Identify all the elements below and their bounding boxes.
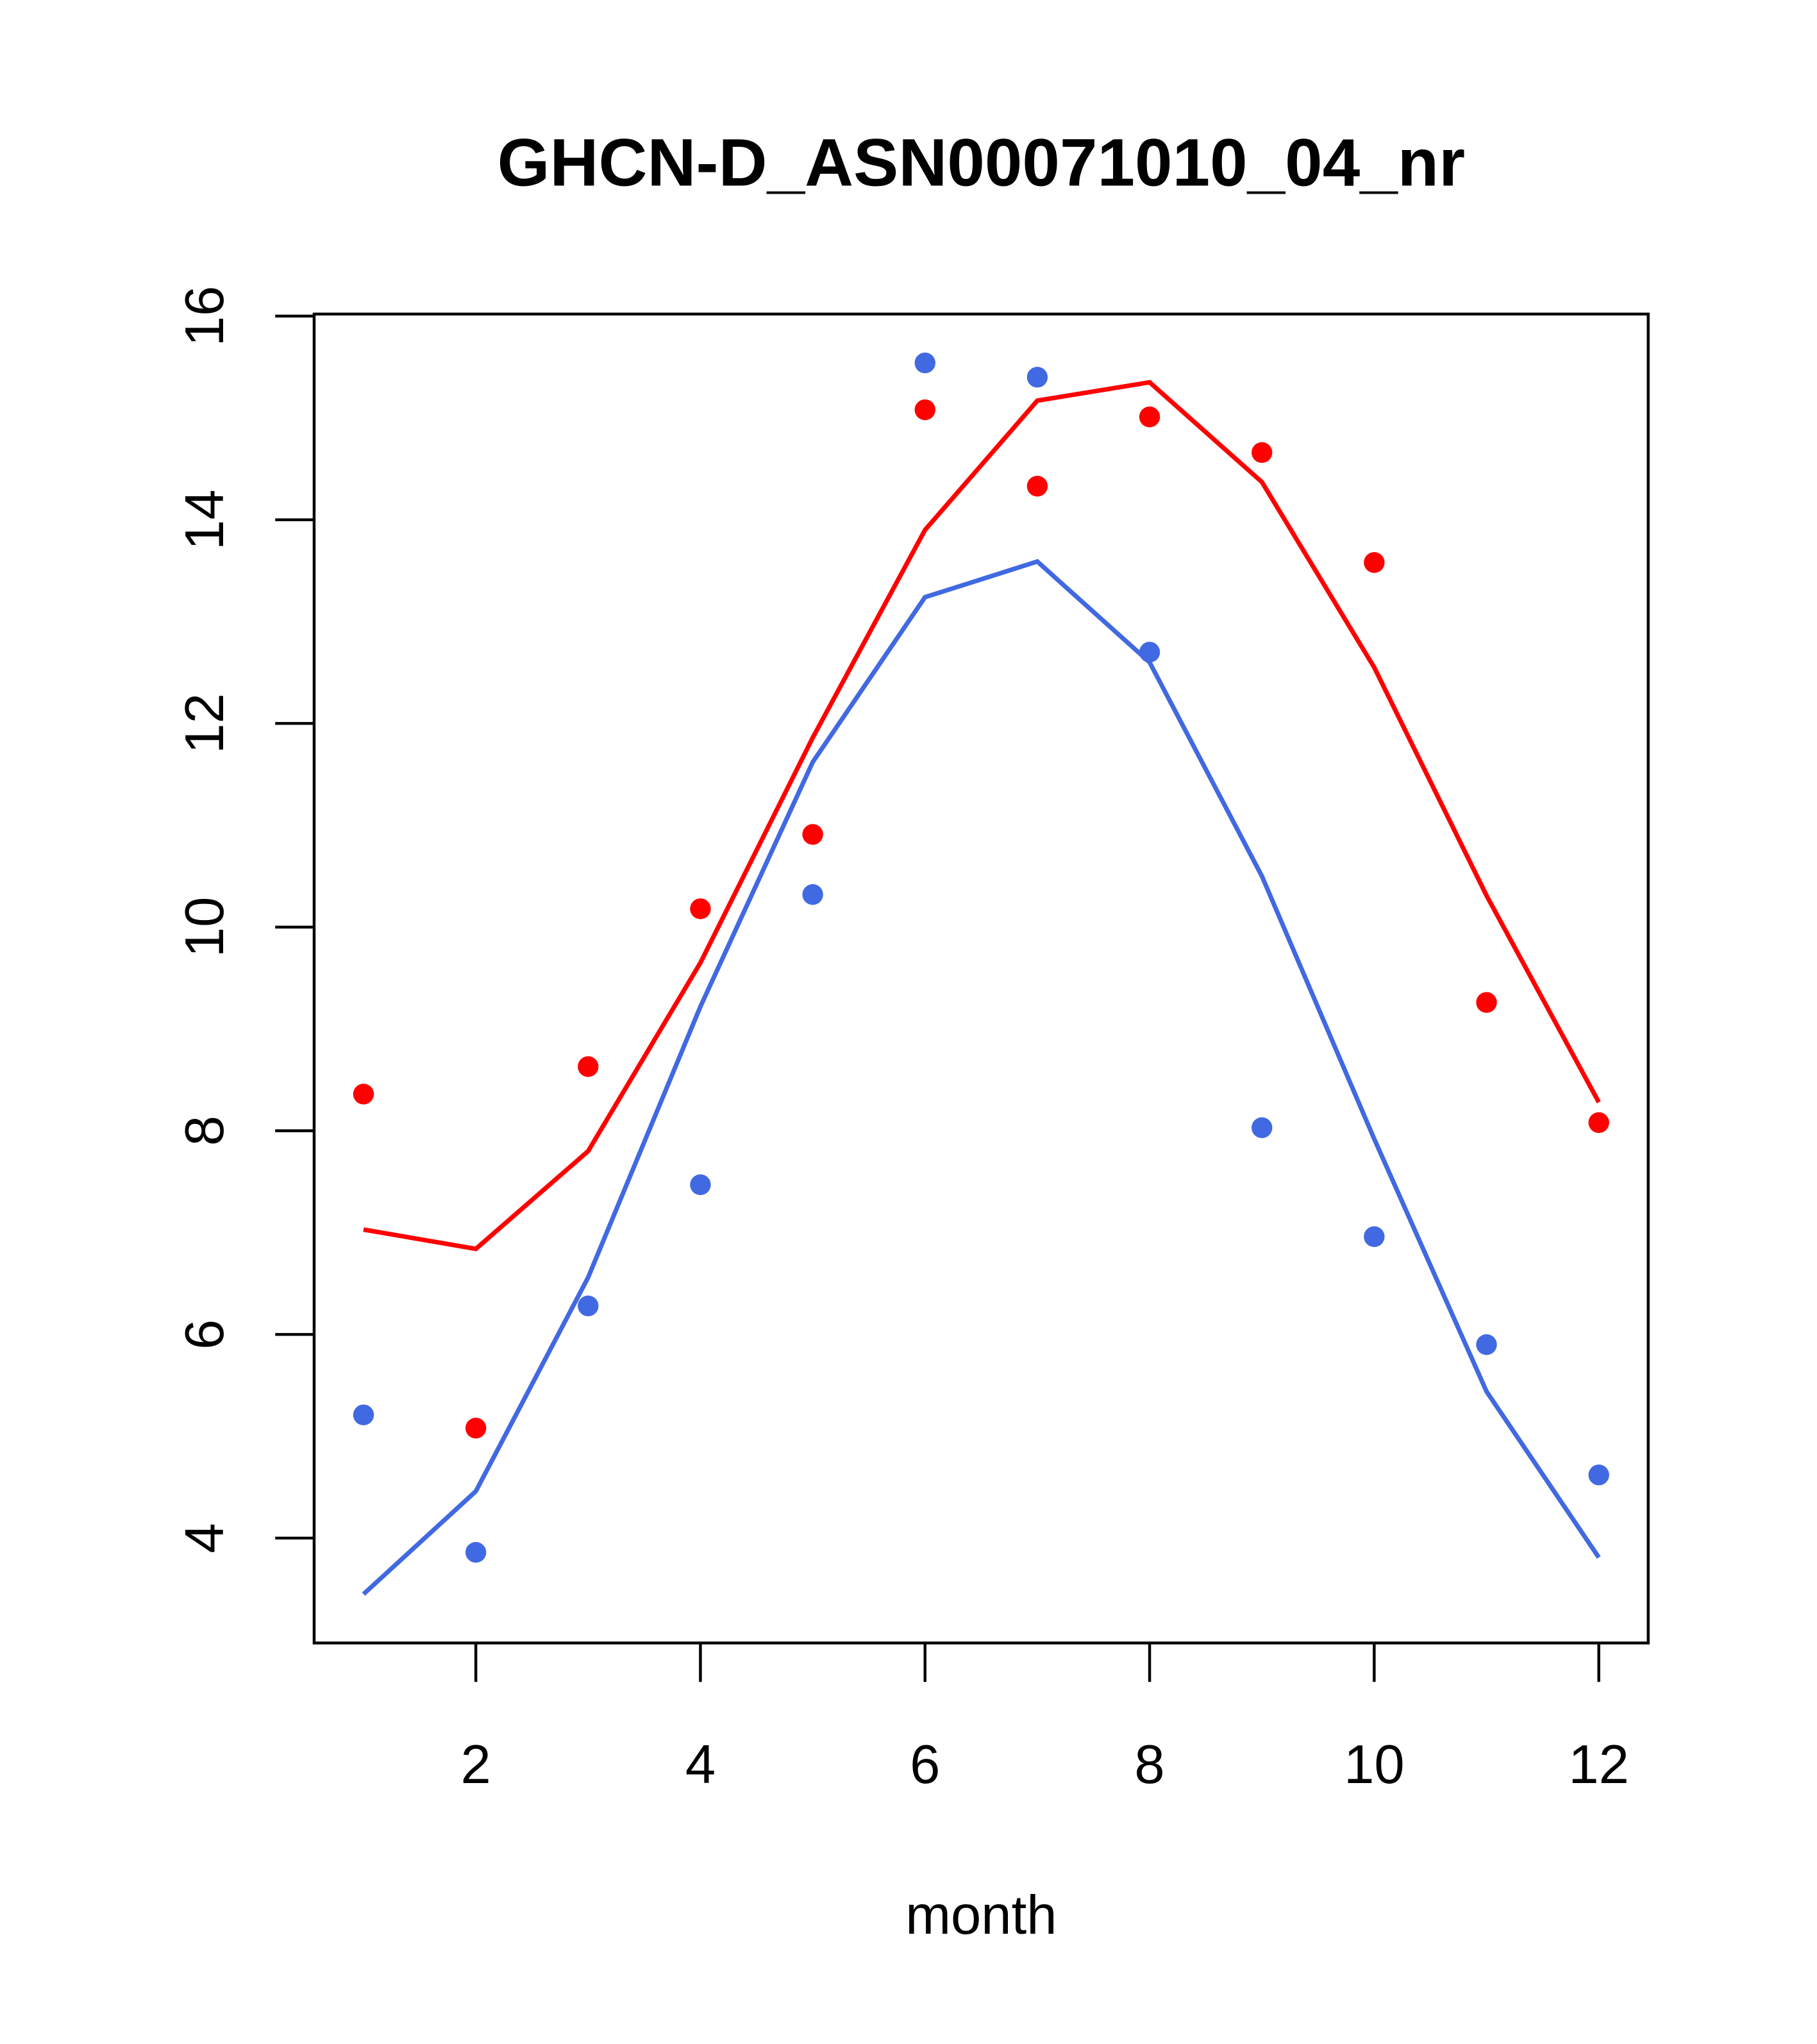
data-point-2-11 <box>1476 1334 1497 1355</box>
series-layer <box>353 352 1609 1596</box>
x-tick-label: 8 <box>1134 1734 1164 1795</box>
data-point-2-12 <box>1588 1464 1609 1486</box>
data-point-0-10 <box>1364 552 1385 573</box>
y-tick-label: 6 <box>174 1319 235 1350</box>
x-tick-label: 2 <box>461 1734 491 1795</box>
x-tick-label: 6 <box>910 1734 940 1795</box>
data-point-0-2 <box>465 1418 487 1439</box>
y-tick-label: 14 <box>174 489 235 550</box>
data-point-0-5 <box>802 824 823 845</box>
data-point-0-11 <box>1476 992 1497 1013</box>
data-point-0-7 <box>1026 476 1048 497</box>
data-point-2-1 <box>353 1404 374 1425</box>
data-point-0-6 <box>914 399 935 421</box>
x-tick-label: 4 <box>685 1734 716 1795</box>
data-point-0-1 <box>353 1084 374 1105</box>
axes-layer: 2 4 6 8 10 12 4 6 8 10 12 14 16 <box>174 286 1629 1795</box>
x-tick-label: 12 <box>1568 1734 1629 1795</box>
data-point-0-3 <box>578 1056 599 1077</box>
series-line-3 <box>362 558 1601 1596</box>
plot-frame <box>312 312 1650 1645</box>
y-tick-label: 10 <box>174 897 235 958</box>
data-point-0-4 <box>690 898 711 919</box>
data-point-2-3 <box>578 1295 599 1317</box>
data-point-2-6 <box>914 352 935 374</box>
data-point-2-5 <box>802 884 823 905</box>
chart-title: GHCN-D_ASN00071010_04_nr <box>498 125 1465 200</box>
data-point-2-9 <box>1252 1117 1273 1139</box>
data-point-2-4 <box>690 1174 711 1196</box>
data-point-2-7 <box>1026 367 1048 388</box>
data-point-0-9 <box>1252 442 1273 464</box>
y-tick-label: 8 <box>174 1116 235 1146</box>
y-tick-label: 12 <box>174 693 235 754</box>
data-point-0-8 <box>1139 406 1160 428</box>
data-point-0-12 <box>1588 1112 1609 1134</box>
x-axis-label: month <box>905 1885 1057 1946</box>
y-tick-label: 4 <box>174 1523 235 1553</box>
data-point-2-10 <box>1364 1226 1385 1248</box>
x-tick-label: 10 <box>1344 1734 1405 1795</box>
data-point-2-2 <box>465 1541 487 1563</box>
series-line-1 <box>363 380 1601 1252</box>
y-tick-label: 16 <box>174 286 235 347</box>
